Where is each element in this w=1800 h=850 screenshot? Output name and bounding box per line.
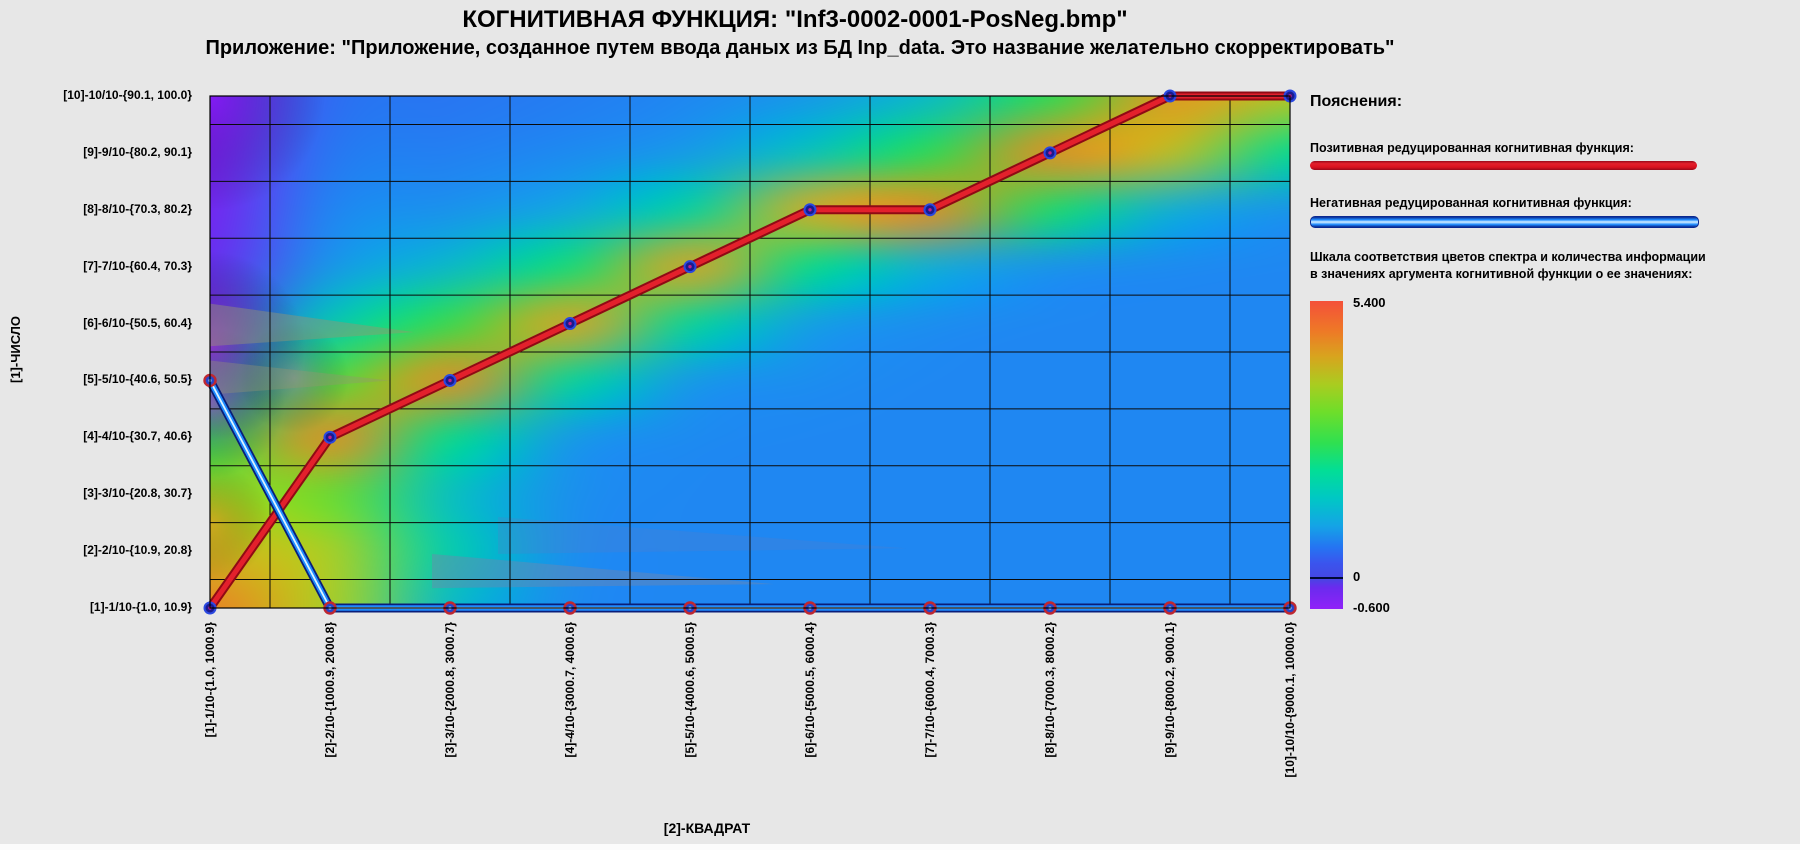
positive-data-point-core [448, 378, 452, 383]
positive-data-point-core [328, 435, 332, 440]
ray-artifact [498, 516, 906, 554]
plot-border [209, 95, 1291, 609]
x-axis-title: [2]-КВАДРАТ [663, 820, 751, 836]
x-axis-label: [2]-2/10-{1000.9, 2000.8} [323, 622, 337, 758]
color-scale-zero-line [1310, 577, 1343, 579]
x-axis-label: [3]-3/10-{2000.8, 3000.7} [443, 622, 457, 758]
y-axis-label: [6]-6/10-{50.5, 60.4} [83, 315, 192, 330]
legend-positive-line-swatch [1310, 161, 1697, 170]
x-axis-label: [10]-10/10-{9000.1, 10000.0} [1283, 622, 1297, 778]
ray-artifact [210, 303, 414, 347]
scale-caption-line2: в значениях аргумента когнитивной функци… [1310, 267, 1693, 281]
y-axis-label: [5]-5/10-{40.6, 50.5} [83, 372, 192, 387]
positive-function-line [207, 93, 1293, 611]
x-axis-label: [9]-9/10-{8000.2, 9000.1} [1163, 622, 1177, 758]
x-axis-label: [5]-5/10-{4000.6, 5000.5} [683, 622, 697, 758]
y-axis-label: [2]-2/10-{10.9, 20.8} [83, 543, 192, 558]
legend-negative-line-swatch [1310, 216, 1699, 228]
chart-title: КОГНИТИВНАЯ ФУНКЦИЯ: "Inf3-0002-0001-Pos… [462, 6, 1128, 33]
positive-data-point-core [568, 321, 572, 326]
legend-item-negative-label: Негативная редуцированная когнитивная фу… [1310, 196, 1632, 210]
y-axis-label: [7]-7/10-{60.4, 70.3} [83, 258, 192, 273]
x-axis-label: [4]-4/10-{3000.7, 4000.6} [563, 622, 577, 758]
positive-data-point-core [1048, 151, 1052, 155]
chart-subtitle: Приложение: "Приложение, созданное путем… [205, 37, 1395, 59]
positive-data-point-core [928, 208, 932, 212]
x-axis-label: [6]-6/10-{5000.5, 6000.4} [803, 622, 817, 758]
positive-data-point-core [688, 264, 692, 269]
positive-data-point-core [808, 208, 812, 212]
color-scale-max-label: 5.400 [1353, 295, 1386, 310]
y-axis-label: [4]-4/10-{30.7, 40.6} [83, 429, 192, 444]
ray-artifact [210, 360, 390, 395]
ray-artifact [432, 553, 774, 589]
x-axis-label: [8]-8/10-{7000.3, 8000.2} [1043, 622, 1057, 758]
bottom-strip [0, 844, 1800, 850]
chart-overlay-svg [203, 89, 1297, 615]
y-axis-label: [3]-3/10-{20.8, 30.7} [83, 486, 192, 501]
scale-caption-line1: Шкала соответствия цветов спектра и коли… [1310, 250, 1706, 264]
x-axis-label: [7]-7/10-{6000.4, 7000.3} [923, 622, 937, 758]
y-axis-label: [8]-8/10-{70.3, 80.2} [83, 201, 192, 216]
y-axis-label: [10]-10/10-{90.1, 100.0} [63, 88, 192, 102]
legend-heading: Пояснения: [1310, 93, 1403, 110]
y-axis-label: [9]-9/10-{80.2, 90.1} [83, 144, 192, 159]
y-axis-label: [1]-1/10-{1.0, 10.9} [89, 600, 192, 614]
color-scale-min-label: -0.600 [1353, 600, 1390, 615]
plot-area [203, 89, 1297, 615]
color-scale-zero-label: 0 [1353, 569, 1361, 584]
color-scale-bar [1310, 301, 1343, 609]
legend-item-positive-label: Позитивная редуцированная когнитивная фу… [1310, 141, 1634, 155]
x-axis-label: [1]-1/10-{1.0, 1000.9} [203, 622, 217, 738]
